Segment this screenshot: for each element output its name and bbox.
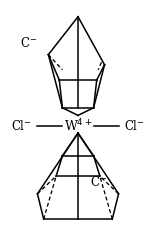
Text: Cl$^{-}$: Cl$^{-}$ (124, 119, 145, 133)
Text: C$^{-}$: C$^{-}$ (20, 36, 37, 50)
Text: Cl$^{-}$: Cl$^{-}$ (11, 119, 32, 133)
Text: W$^{4+}$: W$^{4+}$ (64, 118, 92, 134)
Text: C$^{-}$: C$^{-}$ (90, 174, 108, 188)
